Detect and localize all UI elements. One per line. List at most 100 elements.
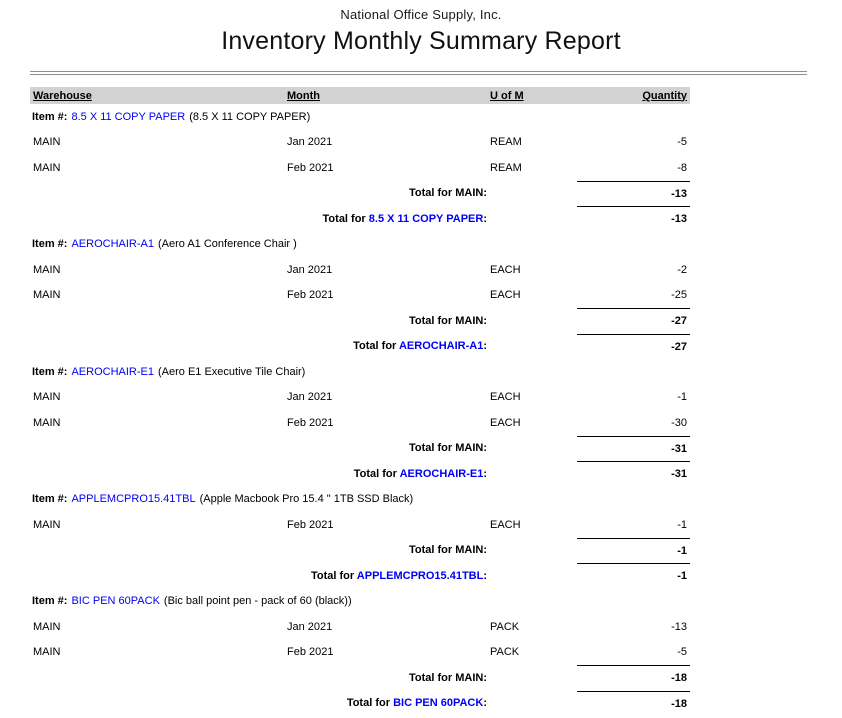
cell-warehouse: MAIN	[33, 646, 61, 659]
item-code-link[interactable]: 8.5 X 11 COPY PAPER	[71, 110, 186, 123]
warehouse-total-row: Total for MAIN: -18	[30, 665, 690, 691]
item-section: Item #: 8.5 X 11 COPY PAPER (8.5 X 11 CO…	[30, 104, 690, 232]
cell-warehouse: MAIN	[33, 263, 61, 276]
item-total-quantity: -1	[577, 563, 690, 589]
item-total-prefix: Total for	[322, 212, 366, 225]
detail-row: MAIN Feb 2021 PACK -5	[30, 640, 690, 666]
item-total-code-link[interactable]: BIC PEN 60PACK	[393, 697, 484, 710]
item-code-link[interactable]: AEROCHAIR-E1	[71, 365, 154, 378]
item-total-colon: :	[483, 569, 487, 582]
cell-month: Feb 2021	[287, 161, 334, 174]
cell-quantity: -1	[677, 518, 687, 531]
cell-month: Feb 2021	[287, 416, 334, 429]
item-total-label: Total for BIC PEN 60PACK:	[30, 697, 490, 709]
warehouse-total-quantity: -18	[577, 665, 690, 691]
item-code-link[interactable]: AEROCHAIR-A1	[71, 238, 154, 251]
cell-quantity: -25	[671, 289, 687, 302]
header-divider	[30, 71, 807, 75]
item-total-code-link[interactable]: AEROCHAIR-E1	[399, 467, 484, 480]
detail-row: MAIN Jan 2021 EACH -2	[30, 257, 690, 283]
item-total-prefix: Total for	[310, 569, 355, 582]
cell-uom: PACK	[490, 646, 520, 659]
cell-warehouse: MAIN	[33, 620, 61, 633]
detail-row: MAIN Feb 2021 EACH -25	[30, 283, 690, 309]
cell-month: Jan 2021	[287, 263, 333, 276]
item-total-prefix: Total for	[353, 467, 397, 480]
warehouse-total-row: Total for MAIN: -27	[30, 308, 690, 334]
item-description: (Aero A1 Conference Chair )	[158, 238, 297, 251]
warehouse-total-label: Total for MAIN:	[408, 544, 487, 557]
report-body: Item #: 8.5 X 11 COPY PAPER (8.5 X 11 CO…	[30, 104, 690, 716]
cell-uom: EACH	[490, 518, 521, 531]
item-number-label: Item #:	[32, 365, 68, 378]
cell-warehouse: MAIN	[33, 289, 61, 302]
item-total-code-link[interactable]: 8.5 X 11 COPY PAPER	[368, 212, 484, 225]
item-total-label: Total for 8.5 X 11 COPY PAPER:	[30, 213, 490, 225]
item-total-quantity: -18	[577, 690, 690, 717]
detail-row: MAIN Jan 2021 EACH -1	[30, 385, 690, 411]
item-description: (Bic ball point pen - pack of 60 (black)…	[163, 595, 352, 608]
detail-rows: MAIN Jan 2021 EACH -1 MAIN Feb 2021 EACH…	[30, 385, 690, 436]
cell-warehouse: MAIN	[33, 161, 61, 174]
warehouse-total-quantity: -13	[577, 180, 690, 207]
cell-month: Jan 2021	[287, 391, 333, 404]
warehouse-total-label: Total for MAIN:	[408, 187, 487, 200]
detail-row: MAIN Jan 2021 REAM -5	[30, 130, 690, 156]
item-total-prefix: Total for	[353, 340, 397, 353]
warehouse-total-quantity: -1	[577, 537, 690, 564]
warehouse-total-quantity: -31	[577, 435, 690, 462]
warehouse-total-label: Total for MAIN:	[408, 442, 487, 455]
item-total-row: Total for AEROCHAIR-E1: -31	[30, 461, 690, 487]
cell-uom: EACH	[490, 289, 521, 302]
item-total-colon: :	[483, 697, 487, 710]
cell-quantity: -8	[677, 161, 687, 174]
item-number-label: Item #:	[32, 110, 68, 123]
column-header-warehouse: Warehouse	[33, 89, 92, 102]
column-header-bar: Warehouse Month U of M Quantity	[30, 87, 690, 104]
item-section: Item #: BIC PEN 60PACK (Bic ball point p…	[30, 589, 690, 717]
item-section: Item #: AEROCHAIR-A1 (Aero A1 Conference…	[30, 232, 690, 360]
warehouse-total-row: Total for MAIN: -31	[30, 435, 690, 462]
cell-uom: PACK	[490, 620, 520, 633]
item-total-row: Total for BIC PEN 60PACK: -18	[30, 690, 690, 717]
cell-quantity: -30	[671, 416, 687, 429]
item-total-label: Total for AEROCHAIR-A1:	[30, 340, 490, 352]
item-total-quantity: -13	[577, 206, 690, 232]
item-total-colon: :	[483, 212, 487, 225]
cell-uom: REAM	[490, 161, 522, 174]
cell-month: Jan 2021	[287, 136, 333, 149]
item-total-code-link[interactable]: AEROCHAIR-A1	[398, 340, 484, 353]
detail-rows: MAIN Jan 2021 EACH -2 MAIN Feb 2021 EACH…	[30, 257, 690, 308]
item-section: Item #: AEROCHAIR-E1 (Aero E1 Executive …	[30, 359, 690, 487]
item-total-quantity: -31	[577, 461, 690, 487]
report-title: Inventory Monthly Summary Report	[221, 27, 621, 55]
cell-warehouse: MAIN	[33, 518, 61, 531]
detail-row: MAIN Feb 2021 EACH -1	[30, 512, 690, 538]
cell-uom: EACH	[490, 416, 521, 429]
cell-uom: REAM	[490, 136, 522, 149]
warehouse-total-quantity: -27	[577, 308, 690, 334]
cell-quantity: -2	[677, 263, 687, 276]
detail-rows: MAIN Jan 2021 PACK -13 MAIN Feb 2021 PAC…	[30, 614, 690, 665]
cell-quantity: -13	[671, 620, 687, 633]
column-header-uom: U of M	[490, 89, 524, 102]
item-number-label: Item #:	[32, 238, 68, 251]
item-total-label: Total for APPLEMCPRO15.41TBL:	[30, 570, 490, 582]
item-description: (8.5 X 11 COPY PAPER)	[189, 110, 311, 123]
item-header-row: Item #: 8.5 X 11 COPY PAPER (8.5 X 11 CO…	[30, 104, 690, 130]
item-number-label: Item #:	[32, 595, 68, 608]
cell-month: Feb 2021	[287, 646, 334, 659]
item-total-quantity: -27	[577, 333, 690, 360]
item-header-row: Item #: AEROCHAIR-A1 (Aero A1 Conference…	[30, 232, 690, 258]
item-total-code-link[interactable]: APPLEMCPRO15.41TBL	[356, 569, 484, 582]
detail-rows: MAIN Jan 2021 REAM -5 MAIN Feb 2021 REAM…	[30, 130, 690, 181]
item-code-link[interactable]: APPLEMCPRO15.41TBL	[71, 493, 196, 506]
item-total-row: Total for 8.5 X 11 COPY PAPER: -13	[30, 206, 690, 232]
cell-month: Feb 2021	[287, 518, 334, 531]
item-code-link[interactable]: BIC PEN 60PACK	[71, 595, 160, 608]
cell-month: Feb 2021	[287, 289, 334, 302]
item-total-row: Total for APPLEMCPRO15.41TBL: -1	[30, 563, 690, 589]
report-table: Warehouse Month U of M Quantity Item #: …	[30, 87, 690, 716]
column-header-quantity: Quantity	[642, 89, 687, 102]
